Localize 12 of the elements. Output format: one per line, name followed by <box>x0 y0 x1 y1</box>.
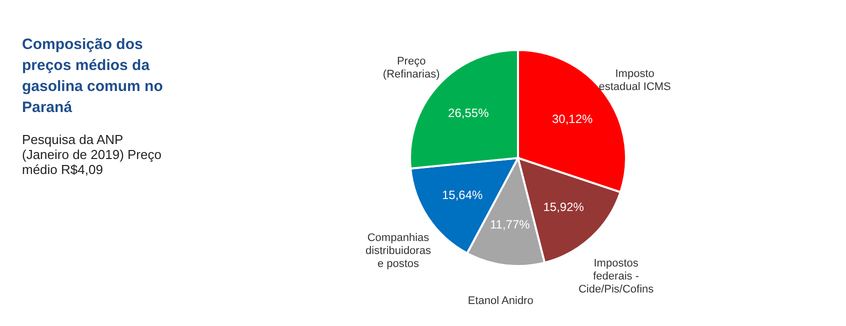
slice-label: Etanol Anidro <box>468 294 534 307</box>
slice-label: Impostos federais - Cide/Pis/Cofins <box>578 257 654 296</box>
data-label: 26,55% <box>448 106 490 120</box>
data-label: 11,77% <box>490 217 530 232</box>
slice-label: Preço (Refinarias) <box>382 55 440 80</box>
text: Composição dos preços médios da gasolina comum no Paraná <box>22 35 164 118</box>
text: Pesquisa da ANP (Janeiro de 2019) Preço médio R$4,09 <box>22 132 162 177</box>
slice-label: Imposto estadual ICMS <box>598 68 671 93</box>
data-label: 30,12% <box>552 112 593 126</box>
slice-label: Companhias distribuidoras e postos <box>366 232 432 270</box>
data-label: 15,64% <box>442 188 483 202</box>
data-label: 15,92% <box>543 200 584 214</box>
